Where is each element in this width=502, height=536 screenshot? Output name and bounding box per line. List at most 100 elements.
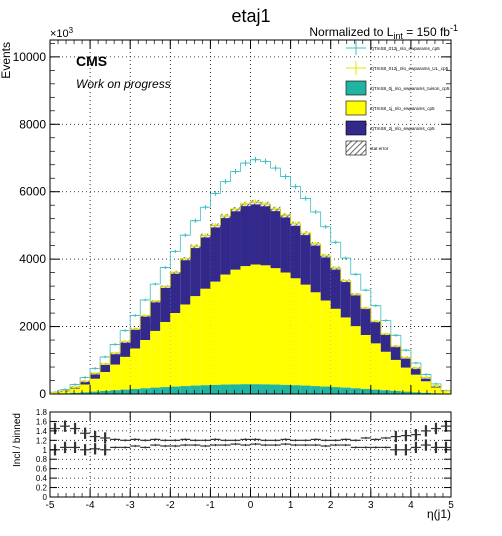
ratio-y-tick-label: 1 — [43, 446, 48, 455]
legend-entry-label: ZjTmS8_012j_nlo_ewparams_cp5 — [370, 46, 440, 51]
ratio-points — [50, 420, 451, 456]
ratio-y-tick-label: 1.4 — [36, 427, 48, 436]
bar-0j — [170, 386, 181, 394]
bar-0j — [410, 392, 421, 394]
y-multiplier-base: ×10 — [50, 28, 69, 40]
bar-1j — [230, 269, 241, 385]
bar-2j — [200, 235, 211, 289]
legend-fill-icon — [345, 80, 367, 96]
bar-1j — [150, 330, 161, 388]
bar-0j — [110, 390, 121, 394]
ratio-y-tick-label: 0 — [43, 493, 48, 502]
ratio-x-tick-label: -1 — [206, 500, 215, 511]
bar-2j — [230, 209, 241, 270]
bar-0j — [370, 389, 381, 394]
bar-0j — [240, 384, 251, 394]
bar-1j — [370, 343, 381, 390]
bar-1j — [340, 317, 351, 388]
bar-1j — [280, 272, 291, 385]
bar-2j — [250, 202, 261, 265]
top-y-tick-label: 0 — [39, 387, 46, 401]
bar-1j — [310, 292, 321, 387]
legend-hatch-icon — [345, 140, 367, 156]
ratio-x-tick-label: 4 — [408, 500, 414, 511]
legend-entry-label: ZjTmS8_2j_nlo_ewparams_cp5 — [370, 126, 435, 131]
ratio-y-label: Incl / binned — [12, 413, 23, 467]
chart-title: etaj1 — [231, 6, 270, 26]
bar-0j — [100, 390, 111, 394]
ratio-y-tick-label: 1.6 — [36, 417, 48, 426]
lumi-text: Normalized to L — [309, 25, 393, 39]
legend-entry-label: ZjTmS8_1j_nlo_ewparams_cp5 — [370, 106, 435, 111]
bar-2j — [270, 208, 281, 269]
bar-0j — [300, 385, 311, 394]
bar-2j — [350, 294, 361, 327]
ratio-y-tick-label: 0.6 — [36, 465, 48, 474]
bar-2j — [280, 215, 291, 273]
bar-1j — [190, 296, 201, 386]
top-y-tick-label: 6000 — [19, 185, 46, 199]
ratio-x-tick-label: 1 — [288, 500, 294, 511]
bar-0j — [290, 385, 301, 394]
bar-2j — [300, 233, 311, 285]
ratio-x-tick-label: -3 — [126, 500, 135, 511]
ratio-x-tick-label: 2 — [328, 500, 334, 511]
bar-0j — [90, 391, 101, 394]
bar-2j — [400, 357, 411, 368]
x-axis-label: η(j1) — [427, 507, 451, 521]
bar-0j — [400, 391, 411, 394]
bar-1j — [300, 284, 311, 386]
bar-2j — [420, 377, 431, 382]
bar-2j — [220, 215, 231, 275]
bar-0j — [150, 387, 161, 394]
bar-1j — [440, 391, 451, 394]
bar-2j — [170, 272, 181, 314]
ratio-x-tick-label: 5 — [448, 500, 454, 511]
bar-1j — [90, 378, 101, 392]
top-y-tick-label: 4000 — [19, 252, 46, 266]
bar-2j — [370, 321, 381, 344]
ratio-x-tick-label: -4 — [86, 500, 95, 511]
bar-1j — [80, 384, 91, 393]
bar-0j — [70, 392, 81, 394]
bar-0j — [220, 384, 231, 394]
bar-1j — [170, 313, 181, 387]
y-axis-label: Events — [0, 42, 13, 79]
bar-2j — [340, 280, 351, 318]
bar-1j — [140, 340, 151, 389]
ratio-x-tick-label: 0 — [248, 500, 254, 511]
bar-2j — [410, 368, 421, 375]
bar-0j — [380, 390, 391, 394]
bar-0j — [280, 384, 291, 394]
ratio-y-tick-label: 1.2 — [36, 436, 48, 445]
lumi-sub: int — [393, 31, 403, 41]
bar-1j — [270, 268, 281, 385]
bar-1j — [110, 364, 121, 391]
bar-1j — [290, 278, 301, 386]
ratio-x-tick-label: -5 — [46, 500, 55, 511]
ratio-y-tick-label: 1.8 — [36, 408, 48, 417]
bar-2j — [80, 381, 91, 385]
ratio-x-tick-label: 3 — [368, 500, 374, 511]
bar-1j — [430, 387, 441, 394]
cms-label: CMS — [76, 53, 107, 69]
bar-1j — [210, 281, 221, 385]
bar-0j — [250, 384, 261, 394]
top-y-tick-label: 10000 — [13, 50, 47, 64]
top-y-tick-label: 8000 — [19, 117, 46, 131]
bar-0j — [190, 385, 201, 394]
bar-0j — [390, 390, 401, 394]
bar-0j — [310, 386, 321, 394]
cms-sublabel: Work on progress — [76, 77, 171, 91]
ratio-y-tick-label: 0.4 — [36, 474, 48, 483]
signal-ul-line — [50, 201, 451, 394]
bar-2j — [110, 353, 121, 365]
bar-0j — [360, 388, 371, 394]
bar-1j — [390, 359, 401, 391]
lumi-sup: -1 — [450, 23, 458, 33]
legend-entry-label: ZjTmS8_012j_nlo_ewparams_UL_cp5 — [370, 66, 449, 71]
bar-1j — [180, 304, 191, 387]
top-axes: 0 2000 4000 6000 8000 10000 — [13, 40, 452, 401]
ratio-axes: -5 -4 -3 -2 -1 0 1 2 3 4 500.20.40.60.811.21.41.61… — [36, 408, 454, 511]
